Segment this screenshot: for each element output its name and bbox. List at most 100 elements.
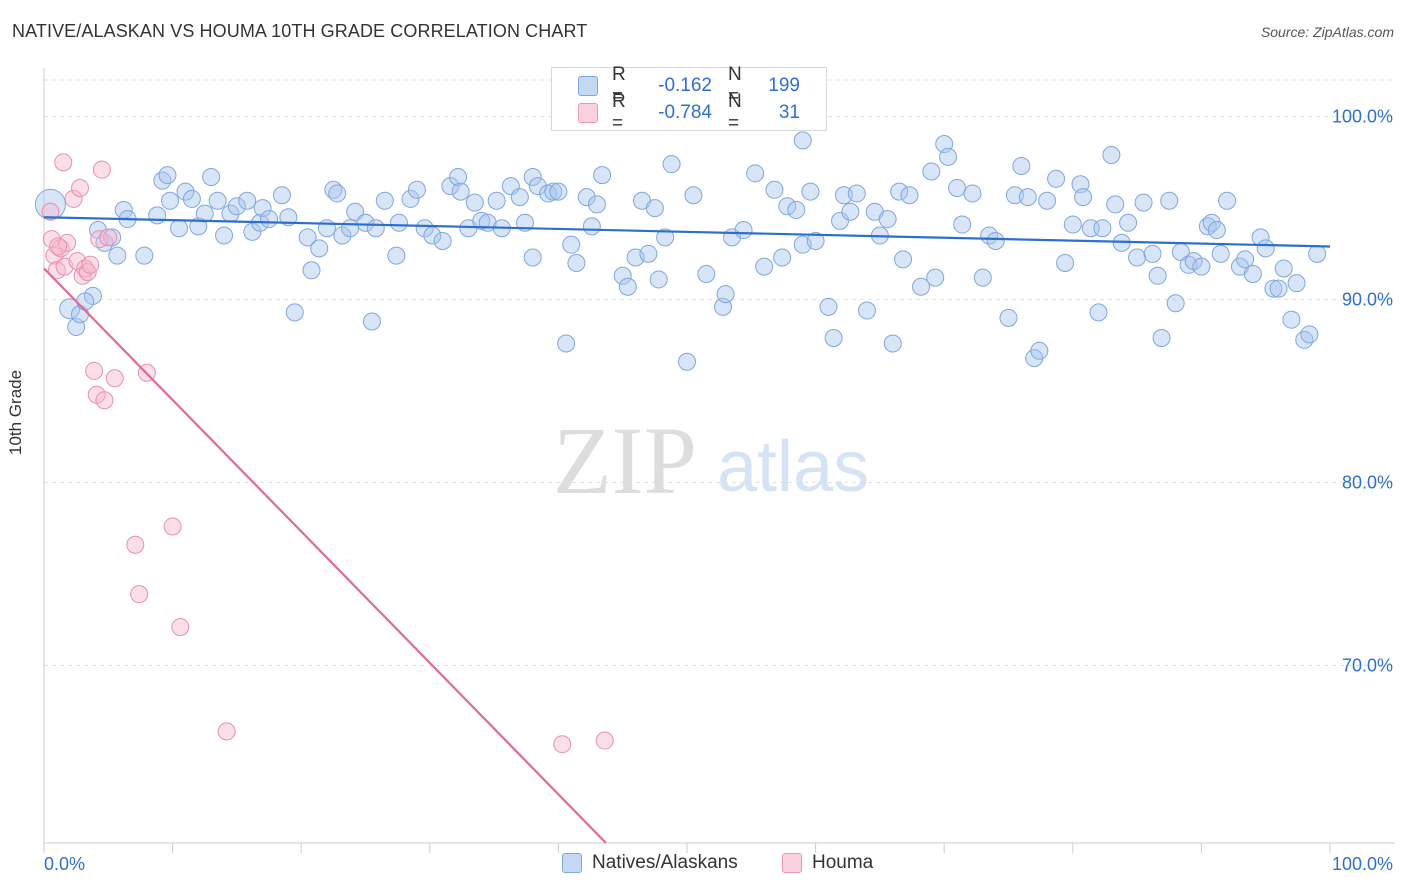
point-natives [523, 248, 542, 267]
point-natives [1074, 188, 1093, 207]
point-natives [243, 222, 262, 241]
point-natives [441, 177, 460, 196]
point-natives [716, 285, 735, 304]
point-natives [1018, 188, 1037, 207]
point-houma [92, 160, 111, 179]
point-natives [108, 246, 127, 265]
point-natives [1192, 257, 1211, 276]
point-natives [407, 180, 426, 199]
point-natives [1166, 294, 1185, 313]
bottom-legend-houma: Houma [782, 852, 873, 874]
point-natives [1038, 191, 1057, 210]
point-natives [1274, 259, 1293, 278]
point-natives [765, 180, 784, 199]
point-houma [99, 228, 118, 247]
point-natives [613, 266, 632, 285]
point-houma [163, 517, 182, 536]
point-natives [900, 186, 919, 205]
point-natives [401, 189, 420, 208]
point-natives [587, 195, 606, 214]
point-natives [806, 232, 825, 251]
point-natives [333, 226, 352, 245]
point-natives [1211, 244, 1230, 263]
chart-title: NATIVE/ALASKAN VS HOUMA 10TH GRADE CORRE… [12, 21, 588, 41]
point-natives [1063, 215, 1082, 234]
legend-row-houma: R = -0.784 N = 31 [552, 91, 800, 134]
legend-r-value: -0.162 [658, 75, 712, 96]
point-natives [894, 250, 913, 269]
point-natives [999, 308, 1018, 327]
point-natives [697, 264, 716, 283]
gridlines [44, 79, 1395, 667]
point-natives [639, 244, 658, 263]
point-natives [215, 226, 234, 245]
point-natives [986, 232, 1005, 251]
point-natives [328, 184, 347, 203]
bottom-legend-label-natives: Natives/Alaskans [592, 852, 738, 873]
stats-legend: R = -0.162 N = 199 R = -0.784 N = 31 [551, 64, 827, 134]
point-natives [465, 193, 484, 212]
point-natives [76, 292, 95, 311]
point-natives [195, 204, 214, 223]
trend-line-natives [43, 216, 1331, 248]
point-natives [858, 301, 877, 320]
point-natives [746, 164, 765, 183]
legend-row-natives: R = -0.162 N = 199 [552, 64, 800, 107]
point-natives [973, 268, 992, 287]
point-natives [1308, 244, 1327, 263]
point-houma [95, 391, 114, 410]
point-natives [389, 213, 408, 232]
point-natives [582, 217, 601, 236]
point-natives [1264, 279, 1283, 298]
point-natives [649, 270, 668, 289]
point-natives [1218, 191, 1237, 210]
point-natives [1148, 266, 1167, 285]
point-houma [171, 618, 190, 637]
point-natives [787, 200, 806, 219]
point-natives [878, 210, 897, 229]
x-tick-label-max: 100.0% [1332, 854, 1393, 874]
data-points [34, 131, 1327, 754]
legend-swatch-houma [578, 103, 598, 123]
point-natives [523, 167, 542, 186]
point-natives [1243, 264, 1262, 283]
point-natives [366, 219, 385, 238]
tick-labels: 100.0% 90.0% 80.0% 70.0% 0.0% 100.0% [44, 107, 1393, 874]
legend-n-label: N = [728, 64, 742, 107]
point-natives [1030, 341, 1049, 360]
point-natives [773, 248, 792, 267]
point-natives [824, 328, 843, 347]
point-natives [883, 334, 902, 353]
point-houma [126, 535, 145, 554]
point-natives [161, 191, 180, 210]
point-natives [208, 191, 227, 210]
point-natives [362, 312, 381, 331]
point-natives [272, 186, 291, 205]
point-natives [890, 182, 909, 201]
trend-line-houma [43, 267, 607, 844]
point-natives [801, 182, 820, 201]
legend-r-label: R = [612, 64, 626, 107]
point-houma [90, 230, 109, 249]
point-natives [238, 191, 257, 210]
point-natives [1056, 253, 1075, 272]
point-houma [54, 153, 73, 172]
bottom-legend-swatch-houma [782, 853, 802, 873]
point-natives [158, 166, 177, 185]
point-natives [433, 232, 452, 251]
point-houma [217, 722, 236, 741]
point-natives [487, 191, 506, 210]
legend-n-label: N = [728, 91, 742, 134]
legend-r-value: -0.784 [658, 102, 712, 123]
y-axis-label: 10th Grade [6, 369, 25, 455]
point-natives [678, 352, 696, 371]
point-natives [1093, 219, 1112, 238]
point-natives [1269, 279, 1288, 298]
point-natives [1287, 274, 1306, 293]
point-natives [841, 202, 860, 221]
point-natives [153, 171, 172, 190]
point-natives [778, 197, 797, 216]
point-houma [105, 369, 124, 388]
point-natives [298, 228, 317, 247]
point-natives [302, 261, 321, 280]
